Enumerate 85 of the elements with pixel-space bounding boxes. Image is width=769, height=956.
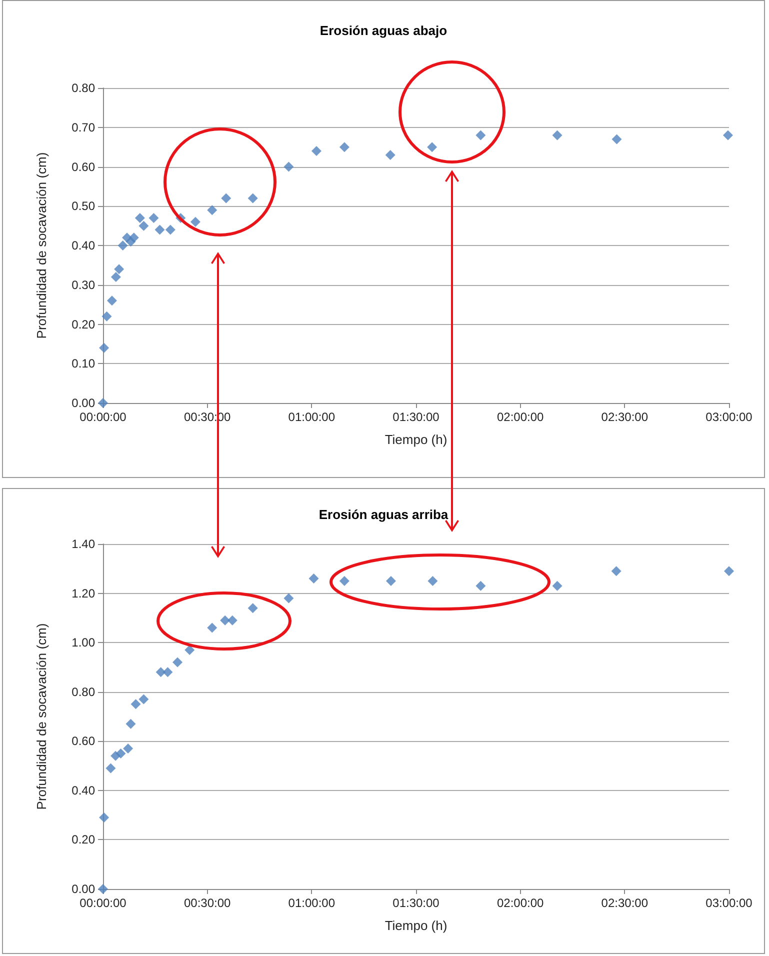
point (428, 576, 438, 586)
x-tick-label: 02:30:00 (601, 896, 648, 910)
point (248, 603, 258, 614)
point (724, 566, 734, 576)
y-tick-label: 0.60 (72, 734, 96, 748)
point (134, 212, 145, 223)
y-axis-title: Profundidad de socavación (cm) (34, 623, 49, 810)
y-tick-label: 0.70 (72, 120, 96, 134)
point (99, 342, 110, 353)
point (102, 311, 112, 322)
point (126, 718, 136, 729)
point (116, 748, 126, 758)
point (612, 134, 622, 144)
point (611, 566, 622, 576)
y-tick-label: 0.50 (72, 199, 96, 214)
y-tick-label: 0.60 (72, 160, 96, 174)
point (184, 644, 195, 655)
point (552, 130, 562, 140)
point (476, 580, 486, 591)
x-tick-label: 01:00:00 (288, 410, 336, 424)
point (248, 193, 258, 204)
y-tick-label: 0.40 (72, 238, 96, 252)
x-tick-label: 02:00:00 (496, 410, 544, 424)
point (162, 667, 173, 678)
y-tick-label: 0.30 (72, 278, 96, 292)
point (339, 142, 350, 152)
y-tick-label: 0.20 (72, 832, 96, 847)
point (227, 615, 238, 626)
point (221, 193, 232, 204)
y-tick-label: 1.20 (72, 586, 96, 600)
x-tick-label: 00:00:00 (80, 896, 127, 910)
x-tick-label: 03:00:00 (706, 410, 753, 424)
point (220, 615, 230, 626)
x-tick-label: 01:30:00 (392, 410, 440, 424)
y-tick-label: 0.10 (72, 356, 96, 371)
point (106, 763, 116, 774)
point (99, 812, 110, 823)
x-tick-label: 00:00:00 (80, 410, 127, 424)
point (156, 667, 166, 678)
chart-title: Erosión aguas abajo (320, 23, 448, 38)
y-tick-label: 0.00 (72, 396, 96, 410)
x-axis-title: Tiempo (h) (384, 432, 448, 447)
y-tick-label: 0.00 (72, 882, 96, 896)
y-tick-label: 0.20 (72, 317, 96, 332)
point (138, 694, 149, 704)
point (172, 657, 182, 668)
point (284, 593, 294, 604)
point (190, 216, 200, 227)
x-tick-label: 02:00:00 (496, 896, 544, 910)
y-tick-label: 0.80 (72, 81, 96, 95)
point (154, 224, 165, 235)
y-tick-label: 1.40 (72, 537, 96, 551)
point (130, 699, 141, 710)
point (722, 130, 733, 140)
point (385, 150, 396, 160)
point (207, 622, 218, 633)
point (165, 224, 176, 235)
y-tick-label: 1.00 (72, 636, 96, 650)
point (284, 162, 294, 172)
y-tick-label: 0.40 (72, 783, 96, 798)
point (128, 232, 139, 243)
point (427, 142, 438, 152)
point (311, 146, 322, 156)
y-axis-title: Profundidad de socavación (cm) (34, 152, 49, 339)
point (386, 576, 396, 586)
point (552, 580, 562, 591)
point (148, 212, 159, 223)
point (114, 264, 124, 274)
point (110, 272, 121, 282)
point (118, 240, 128, 250)
point (138, 220, 149, 231)
point (106, 296, 117, 306)
point (308, 574, 319, 584)
x-tick-label: 01:30:00 (392, 896, 440, 910)
x-tick-label: 01:00:00 (288, 896, 336, 910)
chart-title: Erosión aguas arriba (318, 507, 449, 522)
x-tick-label: 00:30:00 (184, 896, 232, 910)
x-axis-title: Tiempo (h) (384, 918, 448, 933)
point (476, 130, 486, 140)
y-tick-label: 0.80 (72, 684, 96, 699)
x-tick-label: 02:30:00 (601, 410, 648, 424)
point (123, 744, 134, 754)
point (339, 576, 350, 586)
point (207, 205, 218, 216)
x-tick-label: 03:00:00 (706, 896, 753, 910)
